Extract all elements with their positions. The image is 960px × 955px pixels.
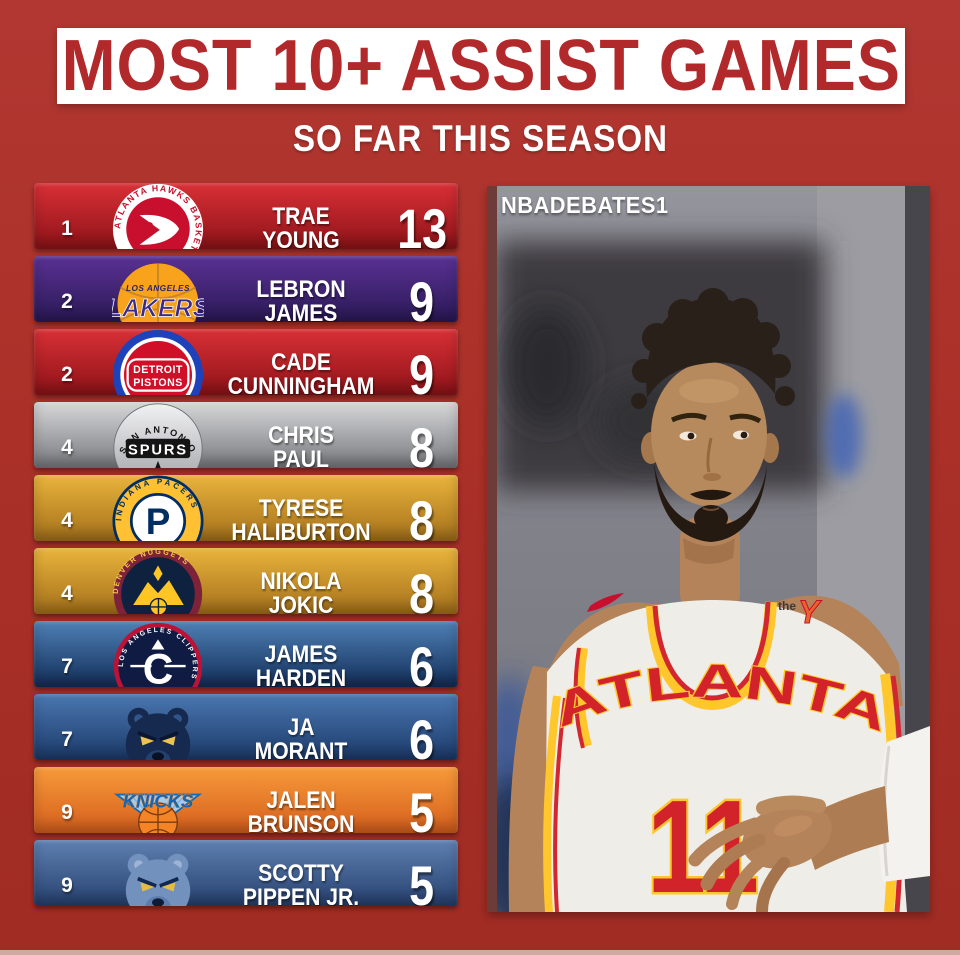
table-row: 9 SCOTTY PIPPEN JR. 5 [34,840,458,906]
assist-count: 8 [409,562,435,615]
knicks-logo: KNICKS [112,767,204,833]
player-name: JAMES HARDEN [255,641,347,687]
player-name: JALEN BRUNSON [247,787,355,833]
assist-count: 5 [409,854,435,907]
player-head [631,288,795,542]
table-row: 2 LOS ANGELES LAKERS LEBRON JAMES 9 [34,256,458,322]
rank-label: 7 [61,728,73,751]
hawks-logo: ATLANTA HAWKS BASKETBALL CLUB [112,183,204,249]
assist-count: 8 [409,416,435,469]
svg-text:SPURS: SPURS [128,442,188,458]
svg-text:Y: Y [798,594,822,630]
grizzlies-logo [112,840,204,906]
player-name: LEBRON JAMES [256,276,346,322]
svg-text:DETROIT: DETROIT [133,364,183,376]
rank-label: 1 [61,217,73,240]
svg-text:the: the [778,599,796,613]
player-name: TRAE YOUNG [262,203,340,249]
assist-count: 6 [409,635,435,688]
table-row: 1 ATLANTA HAWKS BASKETBALL CLUB TRAE YOU… [34,183,458,249]
svg-text:PISTONS: PISTONS [133,377,182,389]
assist-count: 9 [409,270,435,323]
player-name: CHRIS PAUL [268,422,334,468]
assist-count: 13 [397,197,447,250]
page-title: MOST 10+ ASSIST GAMES [61,26,901,106]
player-name: CADE CUNNINGHAM [227,349,375,395]
bottom-edge-strip [0,950,960,955]
spurs-logo: SAN ANTONIO SPURS [112,402,204,468]
assist-count: 8 [409,489,435,542]
svg-text:LAKERS: LAKERS [112,296,204,322]
lakers-logo: LOS ANGELES LAKERS [112,256,204,322]
rank-label: 2 [61,363,73,386]
table-row: 4 DENVER NUGGETS NIKOLA JOKIC 8 [34,548,458,614]
rank-label: 9 [61,801,73,824]
table-row: 4 INDIANA PACERS P TYRESE HALIBURTON 8 [34,475,458,541]
rank-label: 2 [61,290,73,313]
watermark-label: NBADEBATES1 [501,192,669,218]
title-banner: MOST 10+ ASSIST GAMES [57,28,905,104]
svg-text:C: C [143,646,174,687]
rank-label: 9 [61,874,73,897]
table-row: 2 DETROIT PISTONS CADE CUNNINGHAM 9 [34,329,458,395]
player-name: TYRESE HALIBURTON [231,495,371,541]
subtitle-wrap: SO FAR THIS SEASON [0,118,960,160]
table-row: 7 JA MORANT 6 [34,694,458,760]
nike-swoosh-icon [587,593,624,612]
svg-text:KNICKS: KNICKS [123,790,194,811]
assist-count: 5 [409,781,435,834]
svg-text:P: P [146,501,171,541]
page-subtitle: SO FAR THIS SEASON [292,118,668,159]
nuggets-logo: DENVER NUGGETS [112,548,204,614]
rank-label: 7 [61,655,73,678]
player-name: SCOTTY PIPPEN JR. [242,860,360,906]
player-hand [688,726,930,912]
leaderboard: 1 ATLANTA HAWKS BASKETBALL CLUB TRAE YOU… [34,183,458,913]
player-name: JA MORANT [254,714,348,760]
rank-label: 4 [61,436,73,459]
svg-text:LOS ANGELES: LOS ANGELES [126,284,190,293]
player-figure: the Y ATLANTA 11 [508,288,930,912]
assist-count: 6 [409,708,435,761]
table-row: 4 SAN ANTONIO SPURS CHRIS PAUL [34,402,458,468]
rank-label: 4 [61,509,73,532]
player-name: NIKOLA JOKIC [260,568,342,614]
rank-label: 4 [61,582,73,605]
player-photo: the Y ATLANTA 11 [487,186,930,912]
assist-count: 9 [409,343,435,396]
ymca-logo: the Y [778,594,823,631]
pacers-logo: INDIANA PACERS P [112,475,204,541]
pistons-logo: DETROIT PISTONS [112,329,204,395]
player-photo-illustration: the Y ATLANTA 11 [487,186,930,912]
grizzlies-logo [112,694,204,760]
table-row: 7 LOS ANGELES CLIPPERS C JAMES HARDEN 6 [34,621,458,687]
clippers-logo: LOS ANGELES CLIPPERS C [112,621,204,687]
table-row: 9 KNICKS JALEN BRUNSON 5 [34,767,458,833]
